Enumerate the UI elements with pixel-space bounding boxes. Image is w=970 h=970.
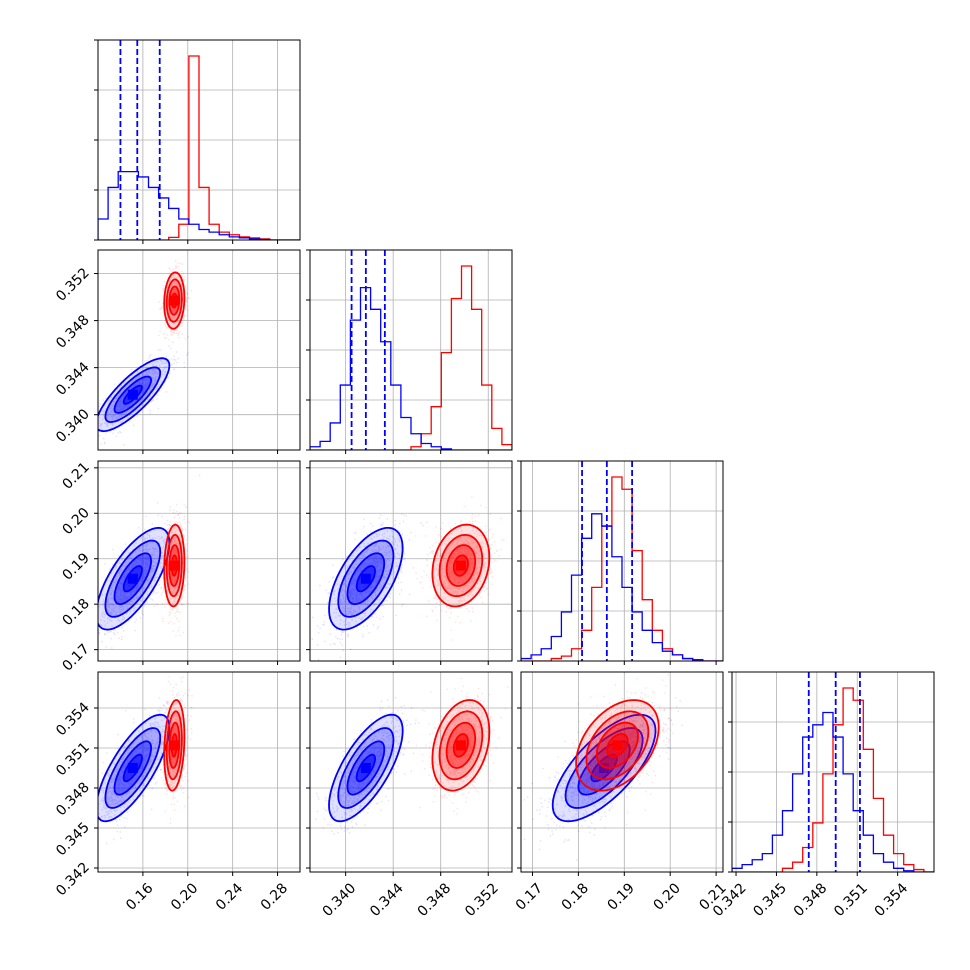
panel-frame (97, 671, 301, 873)
panel-frame (520, 460, 724, 662)
x-tick-label: 0.19 (605, 880, 638, 913)
panel-background (310, 461, 512, 661)
panel-frame (309, 460, 513, 662)
panel-background (521, 672, 723, 872)
histogram-panel (94, 39, 301, 244)
y-tick-label: 0.340 (53, 406, 93, 446)
panel-frame (97, 460, 301, 662)
x-tick-label: 0.348 (791, 880, 831, 920)
x-tick-label: 0.20 (168, 880, 201, 913)
x-tick-label: 0.340 (320, 880, 360, 920)
density-peak (360, 763, 371, 773)
panel-frame (520, 671, 724, 873)
x-tick-label: 0.345 (750, 880, 790, 920)
scatter-panel: 0.17 0.18 0.19 0.20 0.21 (59, 459, 301, 675)
x-tick-label: 0.16 (123, 880, 156, 913)
y-tick-label: 0.348 (53, 312, 93, 352)
y-tick-label: 0.354 (53, 699, 93, 739)
y-tick-label: 0.344 (53, 359, 93, 399)
sample-points (98, 333, 190, 446)
x-tick-label: 0.351 (831, 880, 871, 920)
y-tick-label: 0.342 (53, 860, 93, 900)
x-tick-label: 0.20 (650, 880, 683, 913)
histogram-step (521, 513, 723, 661)
panel-frame (97, 249, 301, 451)
density-peak (612, 740, 623, 751)
y-tick-label: 0.18 (59, 596, 92, 629)
density-peak (127, 573, 138, 584)
x-tick-label: 0.24 (213, 880, 246, 913)
histogram-panel: 0.342 0.345 0.348 0.351 0.354 (710, 671, 935, 920)
y-tick-label: 0.351 (53, 740, 93, 780)
panel-frame (97, 39, 301, 241)
y-tick-label: 0.352 (53, 265, 93, 305)
density-peak (127, 389, 138, 400)
x-tick-label: 0.17 (513, 880, 546, 913)
density-peak (169, 295, 180, 306)
y-tick-label: 0.19 (59, 550, 92, 583)
panel-frame (731, 671, 935, 873)
panel-frame (309, 671, 513, 873)
histogram-step (310, 286, 512, 450)
x-tick-label: 0.344 (367, 880, 407, 920)
panel-frame (309, 249, 513, 451)
y-tick-label: 0.20 (59, 505, 92, 538)
scatter-panel: 0.16 0.20 0.24 0.28 0.3420.3450.3480.3510.35… (53, 671, 301, 914)
x-tick-label: 0.28 (258, 880, 291, 913)
y-tick-label: 0.345 (53, 820, 93, 860)
y-tick-label: 0.21 (59, 459, 92, 492)
density-peak (169, 740, 180, 751)
x-tick-label: 0.348 (415, 880, 455, 920)
histogram-panel (517, 460, 724, 665)
x-tick-label: 0.354 (872, 880, 912, 920)
x-tick-label: 0.18 (559, 880, 592, 913)
histogram-step (732, 711, 934, 872)
histogram-step (310, 265, 512, 450)
histogram-panel (306, 249, 513, 454)
density-peak (455, 740, 466, 751)
scatter-panel: 0.340 0.344 0.348 0.352 (53, 249, 301, 454)
sample-points (157, 504, 189, 637)
histogram-step (98, 171, 300, 240)
density-peak (127, 763, 138, 773)
y-tick-label: 0.348 (53, 780, 93, 820)
density-peak (360, 573, 371, 584)
y-tick-label: 0.17 (59, 641, 92, 674)
density-peak (169, 560, 180, 571)
scatter-panel (306, 460, 513, 665)
density-peak (455, 560, 466, 571)
histogram-step (732, 687, 934, 872)
x-tick-label: 0.352 (462, 880, 502, 920)
